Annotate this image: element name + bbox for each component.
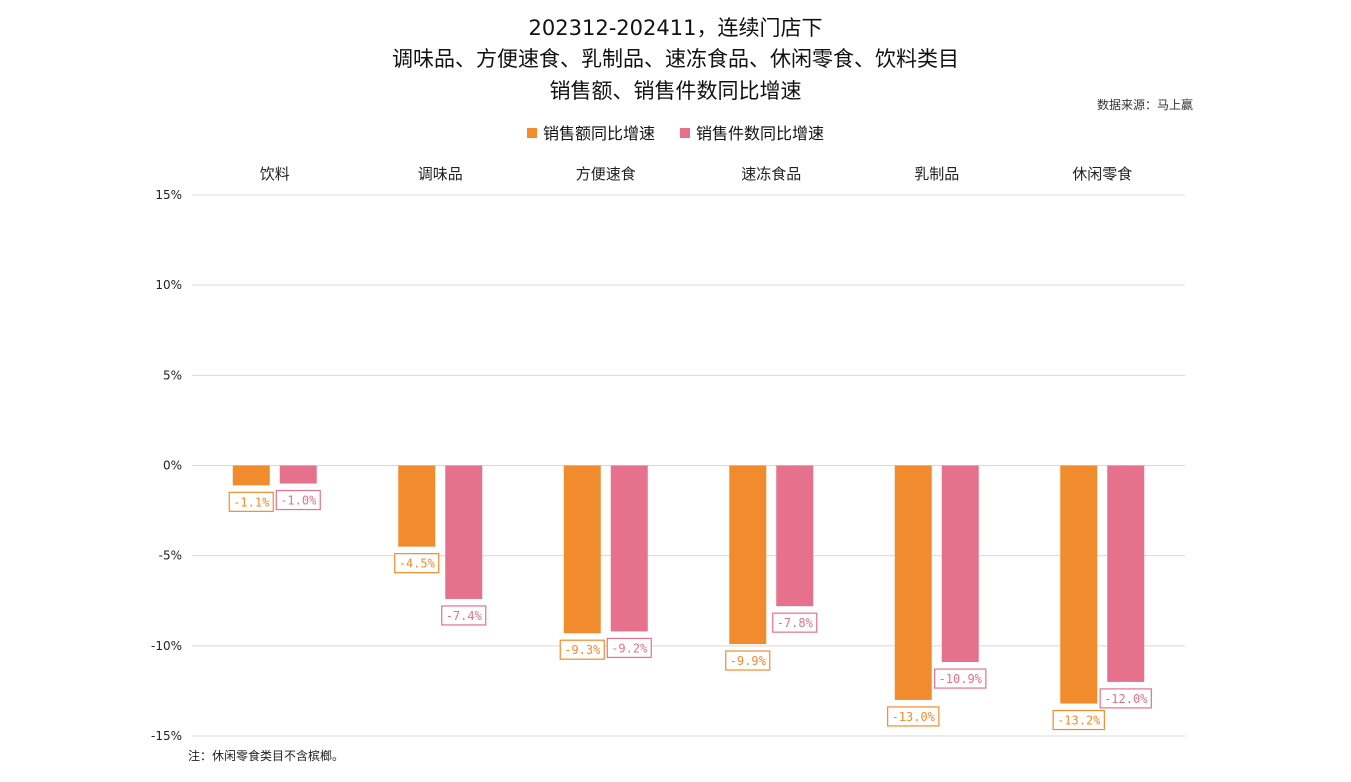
data-label: -9.9% [730,654,767,668]
bar-sales [729,465,767,645]
chart-title-line-2: 调味品、方便速食、乳制品、速冻食品、休闲零食、饮料类目 [392,47,959,71]
data-label: -12.0% [1104,692,1148,706]
data-label-box [772,612,818,633]
data-source-note: 数据来源：马上赢 [1096,98,1193,112]
category-label: 饮料 [260,165,290,183]
data-label-box [441,605,487,626]
data-label-box [1052,709,1105,731]
y-tick-label: 0% [163,459,182,473]
bar-units [1107,465,1145,682]
bar-sales [232,465,270,486]
data-label: -7.4% [446,609,483,623]
bar-sales [563,465,601,634]
y-tick-label: -5% [159,549,182,563]
legend-label-sales: 销售额同比增速 [542,124,655,143]
y-tick-label: 10% [155,278,182,292]
category-label: 乳制品 [914,165,959,183]
data-label-box [275,489,321,511]
data-label: -1.0% [280,494,317,508]
data-label-box [228,491,274,512]
category-label: 调味品 [418,165,463,183]
chart-title-line-1: 202312-202411，连续门店下 [528,16,823,40]
chart-title-line-3: 销售额、销售件数同比增速 [549,79,802,103]
data-label-box [887,706,940,727]
data-label: -13.0% [892,710,936,724]
bar-units [776,465,814,607]
y-tick-label: -10% [151,639,182,653]
bar-sales [398,465,436,547]
data-label: -9.2% [611,641,648,655]
data-label: -1.1% [233,495,270,509]
data-label: -10.9% [939,672,983,686]
bar-units [610,465,648,632]
data-label-box [1099,688,1152,709]
category-label: 方便速食 [576,165,636,183]
data-label: -9.3% [564,643,601,657]
data-label: -4.5% [399,557,436,571]
bar-sales [894,465,932,700]
y-tick-label: -15% [151,729,182,743]
data-label-box [394,553,440,574]
footnote: 注：休闲零食类目不含槟榔。 [188,749,345,763]
data-label-box [606,637,652,659]
legend-item-units: 销售件数同比增速 [680,120,824,144]
data-label: -7.8% [777,616,814,630]
bar-units [279,465,317,484]
data-label-box [559,639,605,660]
chart-legend: 销售额同比增速 销售件数同比增速 [0,120,1351,144]
data-label-box [725,650,771,671]
category-label: 速冻食品 [741,165,801,183]
bar-sales [1060,465,1098,704]
bar-units [445,465,483,599]
y-tick-label: 5% [163,368,182,382]
data-label-box [934,668,987,689]
bar-units [941,465,979,663]
legend-item-sales: 销售额同比增速 [526,120,655,144]
y-tick-label: 15% [155,188,182,202]
category-label: 休闲零食 [1072,165,1132,183]
legend-swatch-sales [526,128,537,138]
data-label: -13.2% [1057,714,1101,728]
legend-label-units: 销售件数同比增速 [696,124,825,143]
legend-swatch-units [680,128,691,138]
